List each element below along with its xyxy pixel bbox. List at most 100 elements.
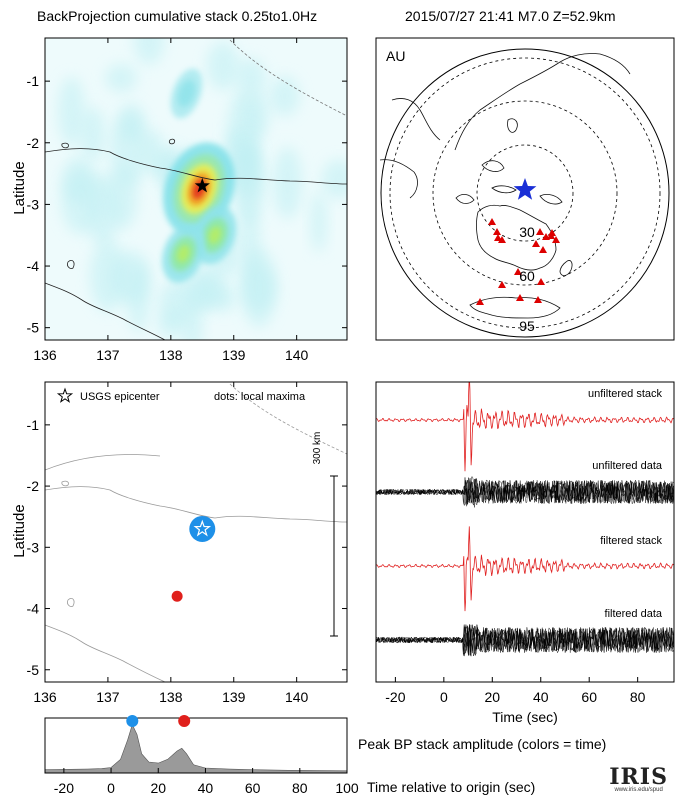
epicenter-star [194,177,210,193]
station-marker [514,268,522,275]
data-trace [376,477,674,506]
chart-title: BackProjection cumulative stack 0.25to1.… [37,8,318,24]
ring-label-60: 60 [519,268,535,284]
top-ylabel: Latitude [11,161,28,214]
legend-epicenter: USGS epicenter [80,391,160,403]
top-ytick-label: -1 [27,73,40,89]
heat-hotspot [176,245,190,263]
heat-cell [118,103,145,143]
heat-cell [237,139,262,204]
top-ytick-label: -5 [27,320,40,336]
traces-xtick-label: 40 [533,689,549,705]
station-marker [534,296,542,303]
heat-hotspot [177,80,196,107]
globe-outline [380,48,670,338]
station-marker [539,246,547,253]
traces-panel: unfiltered stack unfiltered data filtere… [375,381,675,725]
iris-logo: IRIS www.iris.edu/spud [609,764,668,793]
heat-cell [158,308,185,338]
traces-xtick-label: 80 [630,689,646,705]
label-filtered-stack: filtered stack [600,535,662,547]
heatmap-field [57,38,347,340]
top-xtick-label: 136 [33,347,57,363]
heat-cell [310,191,327,253]
bottom-ytick-label: -1 [27,417,40,433]
station-marker [493,228,501,235]
bottom-ylabel: Latitude [11,504,28,557]
amplitude-peak-dot [126,715,139,727]
top-xtick-label: 138 [159,347,183,363]
heatmap-panel: 136 137 138 139 140 -1 -2 -3 -4 -5 Latitude [11,37,348,363]
heatmap-axes: 136 137 138 139 140 -1 -2 -3 -4 -5 [27,38,347,363]
heat-hotspot [208,226,222,244]
heat-cell [183,265,220,310]
station-marker [498,236,506,243]
heat-cell [141,129,164,175]
heat-cell [80,106,106,162]
bottom-xtick-label: 140 [285,689,309,705]
heat-cell [133,38,165,65]
amplitude-xtick-label: 100 [335,780,359,796]
amplitude-area [45,723,347,773]
bottom-xtick-label: 136 [33,689,57,705]
traces-xlabel: Time (sec) [492,709,558,725]
iris-logo-url: www.iris.edu/spud [614,787,663,793]
top-ytick-label: -2 [27,135,40,151]
data-trace [376,624,674,656]
ring-label-95: 95 [519,318,535,334]
trace-lines [376,382,674,657]
continents [379,53,631,319]
ring-label-30: 30 [519,224,535,240]
maxima-axes: 136 137 138 139 140 -1 -2 -3 -4 -5 [27,382,347,705]
maxima-dot [189,515,216,542]
top-xtick-label: 137 [96,347,120,363]
array-label: AU [386,48,405,64]
amplitude-panel: -20 0 20 40 60 80 100 [44,715,359,796]
heat-cell [105,63,138,93]
top-ytick-label: -3 [27,196,40,212]
amplitude-caption: Peak BP stack amplitude (colors = time) [358,736,607,752]
unfiltered-stack-trace [376,382,674,472]
maxima-dots [171,515,216,602]
bottom-xtick-label: 139 [222,689,246,705]
station-marker [532,240,540,247]
amplitude-xtick-label: 40 [198,780,214,796]
bottom-xtick-label: 137 [96,689,120,705]
heat-cell [241,247,277,328]
maxima-epicenter-star [193,519,212,537]
top-xtick-label: 140 [285,347,309,363]
scale-label: 300 km [312,432,323,465]
amplitude-peaks [126,715,191,727]
ring-95 [389,57,661,329]
amplitude-xtick-label: 20 [150,780,166,796]
heat-cell [57,76,85,147]
bottom-ytick-label: -5 [27,662,40,678]
traces-xtick-label: 60 [581,689,597,705]
bottom-ytick-label: -3 [27,539,40,555]
bottom-xtick-label: 138 [159,689,183,705]
amplitude-xtick-label: -20 [54,780,74,796]
maxima-dot [171,590,183,602]
station-marker [494,234,502,241]
scale-bar [330,475,338,637]
station-marker [498,281,506,288]
amplitude-xtick-label: 0 [107,780,115,796]
amplitude-xtick-label: 80 [292,780,308,796]
amplitude-xlabel: Time relative to origin (sec) [367,779,536,795]
heat-cell [243,90,269,140]
station-marker [552,236,560,243]
label-unfiltered-stack: unfiltered stack [588,388,662,400]
traces-xtick-label: -20 [385,689,405,705]
traces-xtick-label: 0 [440,689,448,705]
amplitude-xtick-label: 60 [245,780,261,796]
coastlines-bottom [45,383,347,682]
label-filtered-data: filtered data [605,608,663,620]
stations [476,218,560,305]
heat-cell [106,165,138,230]
traces-axes: -20 0 20 40 60 80 [385,677,646,705]
iris-logo-text: IRIS [609,764,668,790]
station-marker [476,298,484,305]
array-epicenter-star [513,178,537,200]
station-marker [516,294,524,301]
array-map-panel: AU 30 60 95 [375,37,675,341]
